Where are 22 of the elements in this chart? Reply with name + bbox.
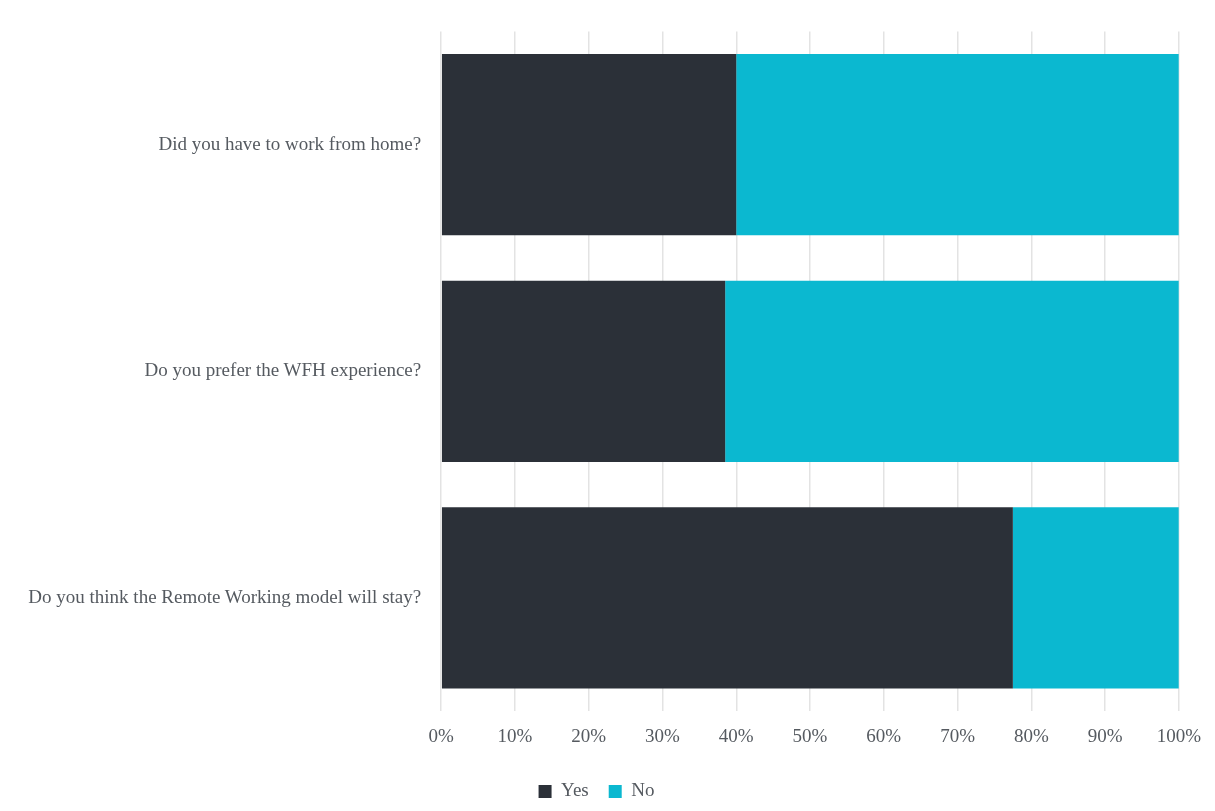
x-tick-label: 0% (428, 724, 455, 746)
x-tick-label: 20% (571, 724, 607, 746)
y-tick-label: Do you think the Remote Working model will stay? (28, 585, 422, 607)
y-tick-label: Did you have to work from home? (158, 132, 422, 154)
bar (725, 280, 1179, 462)
x-tick-label: 60% (866, 724, 902, 746)
x-tick-label: 70% (940, 724, 976, 746)
x-tick-label: 100% (1156, 724, 1202, 746)
x-tick-label: 90% (1087, 724, 1123, 746)
x-tick-label: 10% (497, 724, 533, 746)
x-tick-label: 30% (645, 724, 681, 746)
x-tick-label: 50% (792, 724, 828, 746)
bar (441, 280, 726, 462)
bar (1012, 507, 1179, 689)
legend-label: No (631, 779, 655, 801)
bar (441, 54, 737, 236)
x-tick-label: 80% (1013, 724, 1049, 746)
bar (441, 507, 1013, 689)
legend-label: Yes (561, 779, 589, 801)
bar (736, 54, 1179, 236)
x-tick-label: 40% (718, 724, 754, 746)
y-tick-label: Do you prefer the WFH experience? (144, 359, 422, 381)
